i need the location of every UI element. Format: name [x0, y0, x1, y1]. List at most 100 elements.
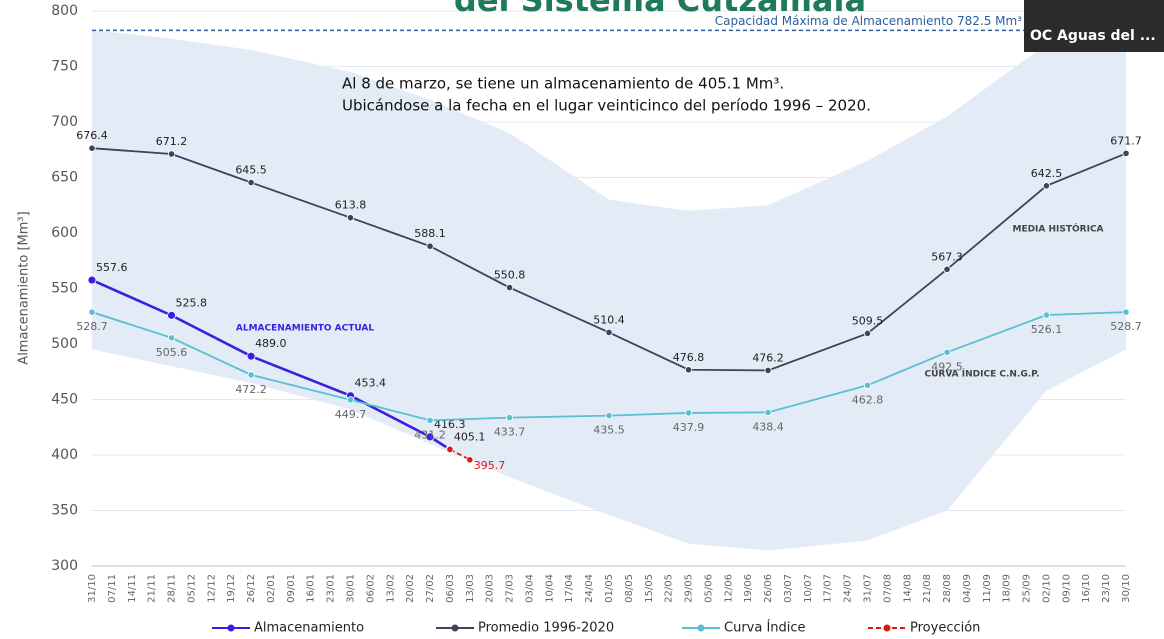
- y-tick-label: 600: [51, 225, 78, 241]
- series-line: [449, 448, 471, 461]
- plot-layer: [92, 10, 1126, 567]
- x-tick-label: 24/04: [584, 574, 595, 603]
- data-point: [247, 178, 255, 187]
- annotation: ALMACENAMIENTO ACTUAL: [236, 324, 374, 334]
- annotation: MEDIA HISTÓRICA: [1012, 223, 1103, 235]
- x-tick-label: 17/04: [564, 574, 575, 603]
- data-label: 476.8: [673, 351, 705, 364]
- x-tick-label: 18/09: [1002, 574, 1013, 603]
- data-label: 613.8: [335, 199, 367, 212]
- x-tick-label: 30/10: [1121, 574, 1132, 603]
- x-tick-label: 13/03: [465, 574, 476, 603]
- x-tick-label: 26/12: [246, 574, 257, 603]
- data-label: 462.8: [852, 393, 884, 406]
- x-tick-label: 11/09: [982, 574, 993, 603]
- x-tick-label: 25/09: [1022, 574, 1033, 603]
- data-point: [605, 328, 613, 337]
- data-point: [426, 416, 434, 424]
- data-label: 489.0: [255, 337, 286, 350]
- legend-marker: [883, 624, 891, 632]
- data-point: [466, 456, 474, 464]
- data-point: [863, 329, 872, 338]
- x-tick-label: 05/06: [703, 574, 714, 603]
- data-label: 509.5: [852, 314, 884, 327]
- data-label: 437.9: [673, 421, 705, 434]
- x-tick-label: 15/05: [644, 574, 655, 603]
- data-label: 405.1: [454, 430, 486, 443]
- data-label: 645.5: [235, 163, 267, 176]
- historic-range: [92, 29, 1126, 551]
- x-tick-label: 16/10: [1081, 574, 1092, 603]
- note: Ubicándose a la fecha en el lugar veinti…: [342, 97, 871, 115]
- capacity-label: Capacidad Máxima de Almacenamiento 782.5…: [715, 14, 1022, 28]
- y-tick-label: 800: [51, 3, 78, 19]
- x-tick-label: 04/09: [962, 574, 973, 603]
- legend-label: Promedio 1996-2020: [478, 621, 614, 636]
- data-label: 557.6: [96, 261, 128, 274]
- data-point: [605, 411, 613, 420]
- x-tick-label: 08/05: [624, 574, 635, 603]
- x-tick-label: 17/07: [823, 574, 834, 603]
- data-label: 472.2: [235, 383, 267, 396]
- x-tick-label: 07/11: [107, 574, 118, 603]
- x-tick-label: 27/03: [505, 574, 516, 603]
- data-point: [425, 432, 435, 442]
- legend-marker: [227, 624, 235, 632]
- data-point: [764, 366, 772, 375]
- data-label: 433.7: [494, 426, 526, 439]
- x-tick-label: 12/12: [206, 574, 217, 603]
- chart-title: del Sistema Cutzamala: [454, 0, 866, 19]
- data-label: 416.3: [434, 418, 466, 431]
- x-tick-label: 30/01: [346, 574, 357, 603]
- y-tick-label: 300: [51, 558, 78, 574]
- data-point: [167, 150, 176, 158]
- data-label: 676.4: [76, 129, 108, 142]
- y-tick-label: 750: [51, 59, 78, 75]
- data-point: [505, 413, 514, 422]
- x-tick-label: 10/04: [544, 574, 555, 603]
- x-tick-label: 31/07: [863, 574, 874, 603]
- x-tick-label: 06/03: [445, 574, 456, 603]
- x-tick-label: 02/01: [266, 574, 277, 603]
- x-tick-label: 28/08: [942, 574, 953, 603]
- data-label: 550.8: [494, 269, 526, 282]
- y-axis-label: Almacenamiento [Mm³]: [17, 211, 32, 364]
- data-label: 435.5: [593, 424, 625, 437]
- x-tick-label: 05/12: [186, 574, 197, 603]
- participant-name: OC Aguas del ...: [1030, 28, 1156, 44]
- x-tick-label: 31/10: [87, 574, 98, 603]
- data-point: [88, 144, 96, 152]
- y-tick-label: 500: [51, 336, 78, 352]
- x-tick-label: 20/03: [485, 574, 496, 603]
- x-tick-label: 20/02: [405, 574, 416, 603]
- data-label: 671.2: [156, 135, 188, 148]
- data-label: 492.5: [931, 360, 963, 373]
- x-tick-label: 26/06: [763, 574, 774, 603]
- x-tick-label: 03/07: [783, 574, 794, 603]
- data-label: 671.7: [1110, 134, 1142, 147]
- x-tick-label: 23/01: [326, 574, 337, 603]
- annotation: CURVA ÍNDICE C.N.G.P.: [924, 368, 1039, 380]
- x-tick-label: 06/02: [365, 574, 376, 603]
- x-tick-label: 24/07: [843, 574, 854, 603]
- y-tick-label: 400: [51, 447, 78, 463]
- data-point: [88, 308, 96, 316]
- data-label: 510.4: [593, 313, 625, 326]
- x-tick-label: 09/01: [286, 574, 297, 603]
- y-tick-label: 650: [51, 170, 78, 186]
- x-tick-label: 21/11: [147, 574, 158, 603]
- x-tick-label: 10/07: [803, 574, 814, 603]
- x-tick-label: 01/05: [604, 574, 615, 603]
- data-point: [167, 310, 176, 320]
- data-label: 525.8: [176, 296, 208, 309]
- data-point: [943, 265, 951, 273]
- y-tick-label: 350: [51, 503, 78, 519]
- data-label: 526.1: [1031, 323, 1063, 336]
- data-label: 449.7: [335, 408, 367, 421]
- data-point: [87, 275, 97, 285]
- data-point: [346, 214, 355, 222]
- data-point: [863, 381, 872, 389]
- data-point: [346, 396, 355, 404]
